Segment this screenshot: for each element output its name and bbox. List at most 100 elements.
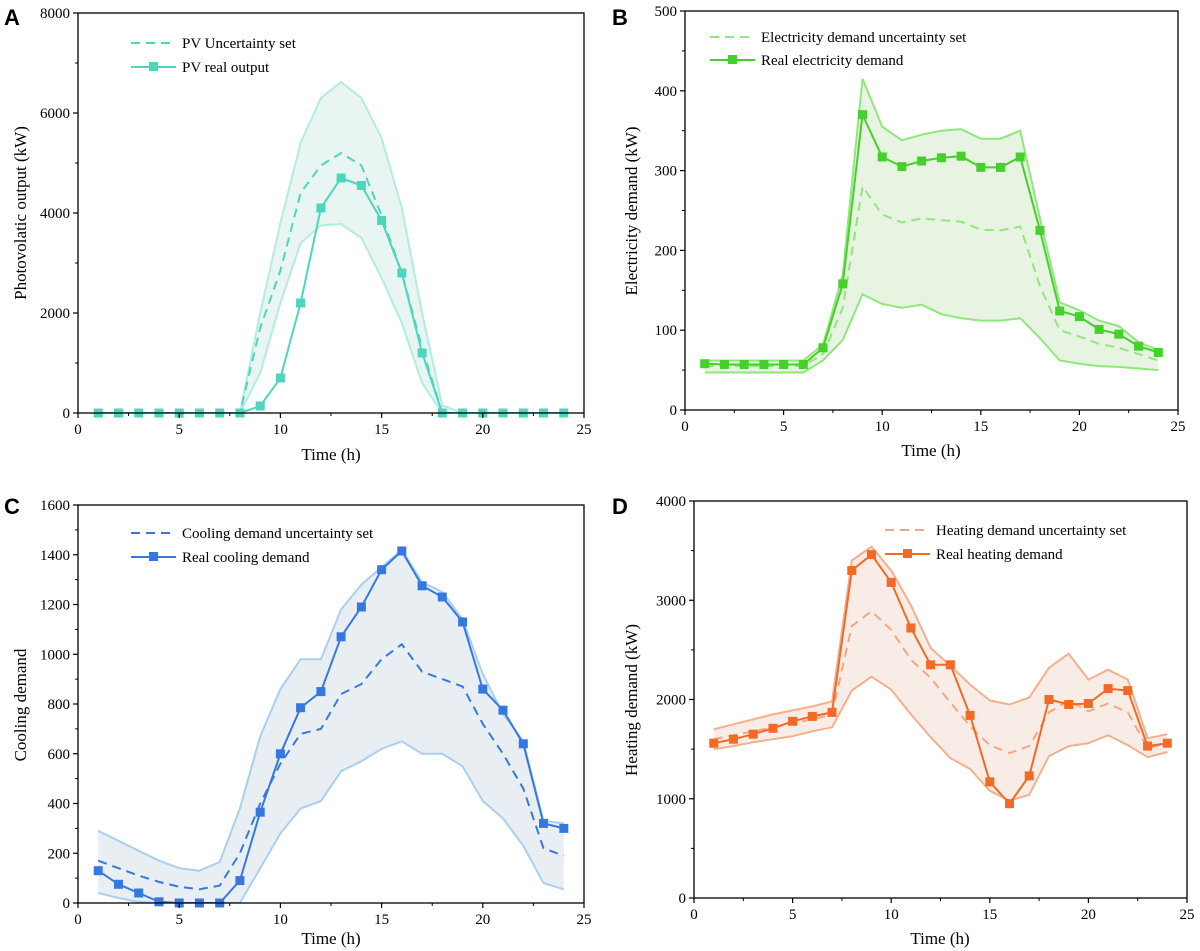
- panel-c-label: C: [4, 494, 20, 519]
- panel-d-xtick-label: 0: [690, 907, 698, 923]
- panel-d-real-point: [886, 577, 896, 587]
- panel-d-band-lower-line: [713, 675, 1168, 802]
- panel-c-xtick-label: 25: [577, 912, 592, 928]
- panel-a-real-point: [356, 181, 366, 190]
- panel-c-legend-real-marker: [149, 552, 158, 561]
- panel-a-band-upper-line: [98, 80, 564, 413]
- panel-c-real-point: [377, 565, 387, 575]
- panel-c-real-point: [437, 592, 447, 602]
- panel-d-real-point: [1005, 799, 1014, 809]
- panel-c-ytick-label: 200: [48, 846, 71, 862]
- panel-d-real-point: [827, 707, 837, 717]
- panel-a-legend-uncertainty: PV Uncertainty set: [182, 36, 297, 52]
- panel-c-real-point: [458, 617, 468, 627]
- panel-d-ytick-label: 2000: [656, 693, 686, 709]
- panel-b-xtick-label: 5: [780, 419, 788, 435]
- panel-c-ylabel: Cooling demand: [11, 648, 30, 761]
- panel-b-real-point: [1055, 306, 1065, 316]
- panel-b-real-point: [759, 360, 769, 369]
- panel-c-real-point: [316, 687, 326, 697]
- panel-b-real-point: [1134, 341, 1144, 351]
- panel-a-real-point: [417, 348, 427, 358]
- panel-b-real-point: [1074, 312, 1084, 322]
- panel-b-ytick-label: 0: [670, 403, 678, 419]
- panel-a-band-lower-line: [98, 222, 564, 413]
- panel-c-legend-real: Real cooling demand: [182, 550, 310, 566]
- panel-c-real-point: [397, 546, 407, 556]
- panel-d-xtick-label: 25: [1180, 907, 1195, 923]
- panel-b-ytick-label: 400: [655, 84, 678, 100]
- panel-b-label: B: [612, 5, 628, 30]
- panel-a-real-point: [316, 203, 326, 213]
- panel-d-xtick-label: 5: [789, 907, 797, 923]
- panel-a-legend-real-marker: [149, 62, 158, 71]
- panel-b-real-point: [700, 359, 710, 369]
- panel-a-ytick-label: 8000: [40, 6, 70, 22]
- panel-a-xtick-label: 25: [577, 422, 592, 438]
- panel-d: D 0 5 10 15 20 25 0 1000 2000 3000 4000 Time (h) H…: [612, 494, 1195, 948]
- panel-b-real-point: [1094, 324, 1104, 334]
- panel-b-real-point: [1015, 152, 1025, 162]
- panel-a-ytick-label: 2000: [40, 306, 70, 322]
- panel-c-band-lower-line: [97, 740, 565, 903]
- panel-b-series-group: [704, 78, 1159, 374]
- panel-c-real-point: [255, 807, 265, 817]
- panel-c-real-point: [154, 897, 164, 907]
- panel-b-ytick-label: 200: [655, 243, 678, 259]
- panel-c-real-point: [539, 818, 548, 828]
- panel-d-legend-uncertainty: Heating demand uncertainty set: [936, 523, 1127, 539]
- panel-d-real-point: [807, 711, 817, 721]
- panel-c-real-point: [417, 581, 427, 591]
- panel-c-ytick-label: 400: [48, 797, 71, 813]
- panel-d-real-point: [1083, 699, 1093, 708]
- panel-c-ytick-label: 1600: [40, 498, 70, 514]
- panel-c-real-point: [93, 866, 103, 876]
- panel-a-plot: 0 5 10 15 20 25 0 2000 4000 6000 8000: [40, 6, 592, 438]
- panel-b: B 0 5 10 15 20 25 0 100 200 300 400 500 Time (h) El…: [612, 4, 1186, 460]
- panel-d-legend: Heating demand uncertainty set Real heat…: [885, 523, 1127, 563]
- panel-b-real-point: [936, 153, 946, 163]
- panel-d-real-point: [847, 566, 857, 575]
- panel-c-real-point: [498, 705, 508, 715]
- panel-b-real-point: [779, 360, 789, 369]
- panel-b-real-point: [976, 162, 986, 172]
- panel-a-label: A: [4, 5, 20, 30]
- panel-c-ytick-label: 1400: [40, 548, 70, 564]
- panel-c-real-point: [478, 684, 488, 694]
- panel-b-ytick-label: 300: [655, 164, 678, 180]
- panel-a-ylabel: Photovolatic output (kW): [11, 126, 30, 300]
- panel-c-legend: Cooling demand uncertainty set Real cool…: [131, 526, 374, 566]
- panel-a-uncertainty-band: [98, 82, 564, 413]
- panel-b-xtick-label: 0: [681, 419, 689, 435]
- panel-c-xtick-label: 20: [475, 912, 490, 928]
- panel-d-real-point: [945, 660, 955, 670]
- panel-c-uncertainty-line: [97, 642, 565, 891]
- panel-a: A 0 5 10 15 20 25 0 2000 4000 6000 8000 Time (h) P…: [4, 5, 592, 464]
- panel-d-real-point: [1143, 741, 1153, 751]
- panel-b-real-point: [877, 152, 887, 162]
- panel-c-xtick-label: 0: [74, 912, 82, 928]
- panel-b-band-lower-line: [704, 292, 1159, 374]
- panel-b-legend-uncertainty: Electricity demand uncertainty set: [761, 30, 967, 46]
- panel-b-real-point: [956, 151, 966, 161]
- panel-c-real-point: [356, 602, 366, 612]
- panel-a-xlabel: Time (h): [301, 445, 360, 464]
- panel-a-ytick-label: 6000: [40, 106, 70, 122]
- panel-d-real-point: [1103, 684, 1113, 694]
- panel-a-series-group: [98, 80, 564, 413]
- panel-c: C 0 5 10 15 20 25 0 200 400 600 800 1000 1200 1400 160…: [4, 494, 592, 948]
- panel-d-xtick-label: 10: [884, 907, 899, 923]
- panel-c-ytick-label: 0: [63, 896, 71, 912]
- panel-b-real-point: [818, 343, 828, 353]
- panel-b-ytick-label: 100: [655, 323, 678, 339]
- panel-d-real-point: [867, 550, 876, 560]
- panel-a-xtick-label: 10: [273, 422, 288, 438]
- panel-d-real-point: [768, 723, 778, 733]
- panel-d-ytick-label: 4000: [656, 494, 686, 510]
- panel-d-real-point: [1123, 686, 1133, 696]
- panel-d-real-point: [748, 729, 758, 739]
- panel-b-real-point: [838, 279, 848, 289]
- panel-d-real-point: [709, 738, 719, 748]
- panel-d-real-point: [985, 777, 995, 787]
- panel-d-plot: 0 5 10 15 20 25 0 1000 2000 3000 4000: [656, 494, 1195, 923]
